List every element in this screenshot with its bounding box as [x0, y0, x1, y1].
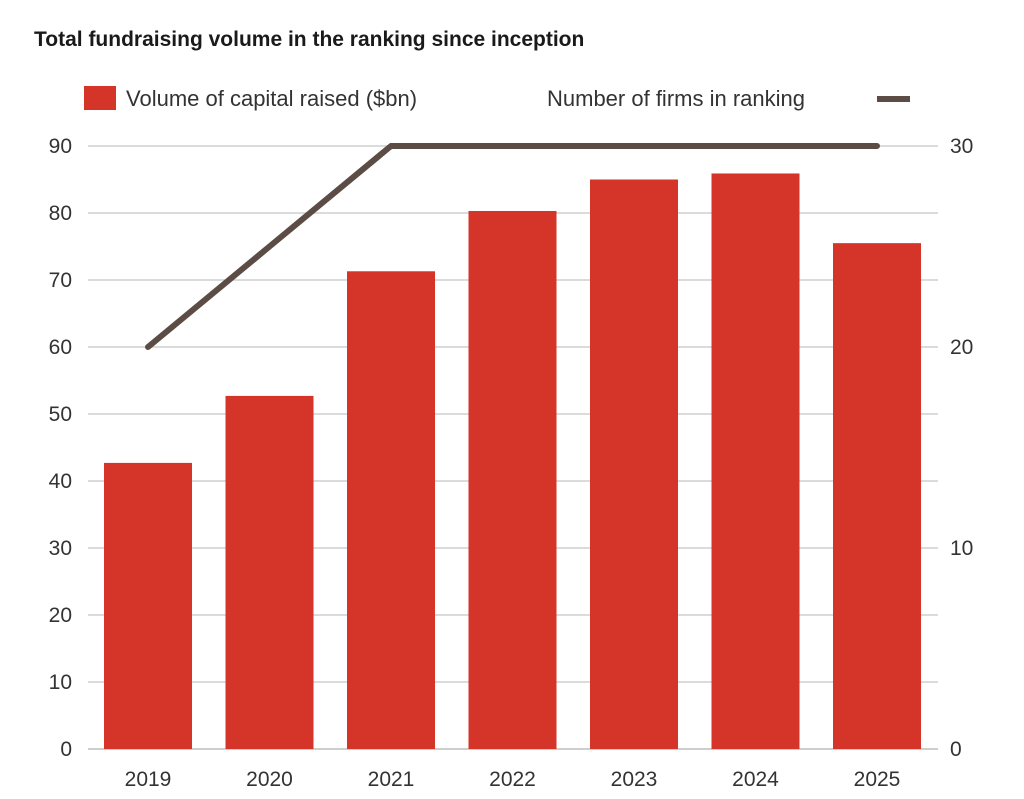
- left-axis-tick-label: 60: [49, 336, 72, 359]
- left-axis-tick-label: 30: [49, 537, 72, 560]
- x-axis-tick-label: 2021: [368, 768, 415, 791]
- bar-2019: [104, 462, 192, 749]
- x-axis-tick-label: 2023: [611, 768, 658, 791]
- left-axis-tick-label: 50: [49, 403, 72, 426]
- right-axis-tick-label: 30: [950, 135, 973, 158]
- bar-2025: [833, 243, 921, 749]
- legend-swatch-volume: [84, 86, 116, 110]
- left-axis-tick-label: 70: [49, 269, 72, 292]
- left-axis-tick-label: 20: [49, 604, 72, 627]
- bar-2020: [225, 395, 314, 749]
- legend-label-firms: Number of firms in ranking: [547, 86, 805, 111]
- left-axis-tick-label: 10: [49, 671, 72, 694]
- chart-title: Total fundraising volume in the ranking …: [34, 28, 585, 51]
- left-axis-tick-label: 80: [49, 202, 72, 225]
- legend-label-volume: Volume of capital raised ($bn): [126, 86, 417, 111]
- bar-2022: [468, 210, 557, 750]
- left-axis-tick-label: 0: [60, 738, 72, 761]
- right-axis-tick-label: 20: [950, 336, 973, 359]
- right-axis-tick-label: 0: [950, 738, 962, 761]
- x-axis-tick-label: 2025: [854, 768, 901, 791]
- left-axis-tick-label: 40: [49, 470, 72, 493]
- x-axis-tick-label: 2019: [125, 768, 172, 791]
- x-axis-tick-label: 2020: [246, 768, 293, 791]
- bar-2023: [590, 179, 678, 749]
- x-axis-tick-label: 2022: [489, 768, 536, 791]
- x-axis-tick-label: 2024: [732, 768, 779, 791]
- right-axis-tick-label: 10: [950, 537, 973, 560]
- bar-2021: [347, 271, 435, 749]
- bar-2024: [711, 173, 800, 750]
- left-axis-tick-label: 90: [49, 135, 72, 158]
